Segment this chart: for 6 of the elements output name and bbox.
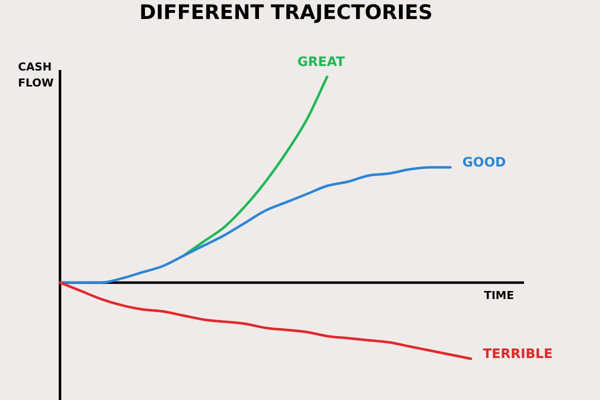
series-label: GREAT	[297, 55, 345, 70]
chart-title: DIFFERENT TRAJECTORIES	[139, 0, 433, 24]
y-axis-title: CASH FLOW	[18, 60, 54, 90]
series-label: GOOD	[462, 156, 506, 171]
series-label: TERRIBLE	[482, 347, 553, 362]
x-axis-title: TIME	[484, 288, 514, 302]
